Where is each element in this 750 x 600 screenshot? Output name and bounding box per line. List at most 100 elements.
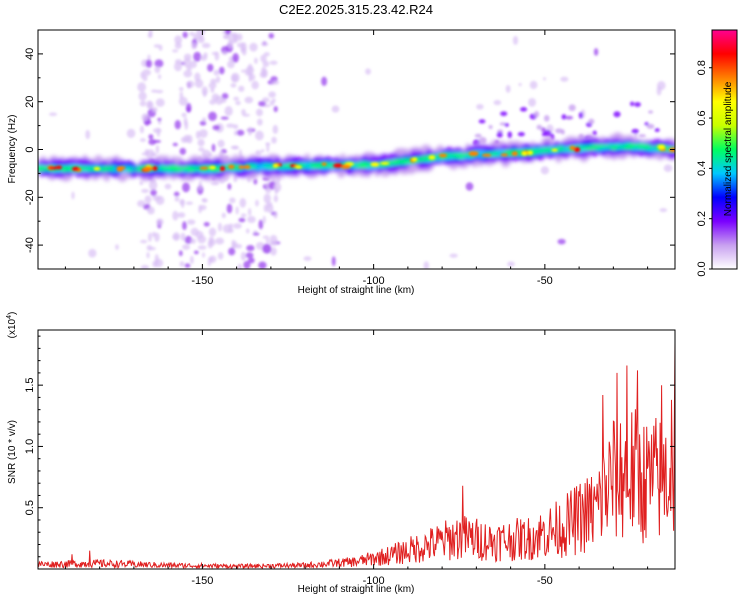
noise-blob <box>321 76 328 87</box>
noise-blob <box>200 55 208 61</box>
hot-spot <box>199 166 209 170</box>
noise-blob <box>496 131 503 138</box>
noise-blob <box>251 80 259 90</box>
hot-spot <box>333 163 344 168</box>
hot-spot <box>527 150 534 156</box>
noise-blob <box>256 118 263 126</box>
colorbar-tick-label: 0.4 <box>696 161 708 176</box>
noise-blob <box>478 137 487 144</box>
snr-y-multiplier-base: (x10 <box>7 318 18 338</box>
noise-blob <box>254 57 258 64</box>
noise-blob <box>221 51 228 56</box>
noise-blob <box>271 98 276 103</box>
noise-blob <box>201 252 206 258</box>
noise-blob <box>174 196 180 202</box>
noise-blob <box>248 207 252 216</box>
noise-blob <box>208 111 217 122</box>
ridge-blob <box>38 167 46 171</box>
noise-blob <box>220 98 227 103</box>
spectrogram-y-tick-label: 0 <box>24 146 36 152</box>
noise-blob <box>529 80 538 90</box>
noise-blob <box>140 265 150 269</box>
hot-spot <box>481 153 492 157</box>
noise-blob <box>262 243 272 254</box>
noise-blob <box>199 129 208 138</box>
snr-y-multiplier-close: ) <box>7 312 18 315</box>
noise-blob <box>197 245 207 250</box>
noise-blob <box>210 181 219 186</box>
ridge-blob <box>308 163 318 168</box>
noise-blob <box>214 51 220 61</box>
noise-blob <box>255 108 263 117</box>
colorbar-label: Normalized spectral amplitude <box>723 81 734 216</box>
noise-blob <box>189 255 194 265</box>
noise-blob <box>207 257 212 267</box>
noise-blob <box>146 245 153 251</box>
noise-blob <box>255 199 259 207</box>
noise-blob <box>182 31 188 39</box>
colorbar-tick-label: 0.0 <box>696 261 708 276</box>
ridge <box>38 132 675 182</box>
noise-blob <box>654 128 660 133</box>
hot-spot <box>71 166 80 172</box>
noise-blob <box>202 89 207 98</box>
hot-spot <box>657 144 666 150</box>
noise-blob <box>227 60 235 69</box>
noise-blob <box>180 136 188 143</box>
noise-blob <box>217 222 222 232</box>
colorbar-tick-label: 0.2 <box>696 211 708 226</box>
noise-blob <box>153 44 161 48</box>
noise-blob <box>263 204 268 213</box>
spectrogram-y-tick-label: 40 <box>24 48 36 60</box>
noise-blob <box>217 252 224 260</box>
noise-blob <box>646 123 655 130</box>
snr-frame <box>37 329 676 570</box>
noise-blob <box>224 106 233 117</box>
ridge-blob <box>636 144 647 149</box>
colorbar-ticks: 0.0 0.2 0.4 0.6 0.8 <box>696 60 712 277</box>
noise-blob <box>239 198 247 208</box>
noise-blob <box>578 111 583 119</box>
noise-blob <box>198 204 202 214</box>
noise-blob <box>235 206 239 215</box>
noise-blob <box>271 136 277 144</box>
noise-blob <box>183 70 193 78</box>
colorbar-tick-label: 0.6 <box>696 110 708 125</box>
noise-blob <box>148 139 157 146</box>
snr-x-tick-label: -150 <box>191 575 213 587</box>
noise-blob <box>155 89 164 94</box>
noise-blob <box>150 189 157 197</box>
noise-blob <box>194 78 204 88</box>
noise-blob <box>233 223 242 229</box>
noise-blob <box>186 219 196 225</box>
noise-blob <box>202 117 207 122</box>
noise-blob <box>238 217 246 223</box>
noise-blob <box>588 118 595 125</box>
noise-blob <box>504 123 509 127</box>
noise-blob <box>193 250 199 255</box>
noise-blob <box>201 42 211 49</box>
noise-blob <box>211 143 216 152</box>
noise-blob <box>203 222 210 227</box>
noise-blob <box>186 80 195 88</box>
noise-blob <box>273 182 282 193</box>
noise-blob <box>261 66 267 76</box>
noise-blob <box>263 193 271 204</box>
noise-blob <box>146 252 150 259</box>
noise-blob <box>148 180 158 191</box>
noise-blob <box>561 114 567 120</box>
spectrogram-x-label: Height of straight line (km) <box>298 285 415 296</box>
snr-y-multiplier-exp: 4 <box>6 315 13 319</box>
noise-blob <box>207 63 214 72</box>
noise-blob <box>126 128 136 138</box>
noise-blob <box>476 103 484 110</box>
noise-blob <box>229 32 238 37</box>
snr-marks <box>38 342 675 569</box>
hot-spot <box>521 151 528 156</box>
snr-x-label: Height of straight line (km) <box>298 584 415 595</box>
ridge-blob <box>100 165 113 171</box>
noise-blob <box>185 201 194 205</box>
ridge-blob <box>134 167 142 172</box>
noise-blob <box>245 228 250 234</box>
noise-blob <box>512 35 519 45</box>
